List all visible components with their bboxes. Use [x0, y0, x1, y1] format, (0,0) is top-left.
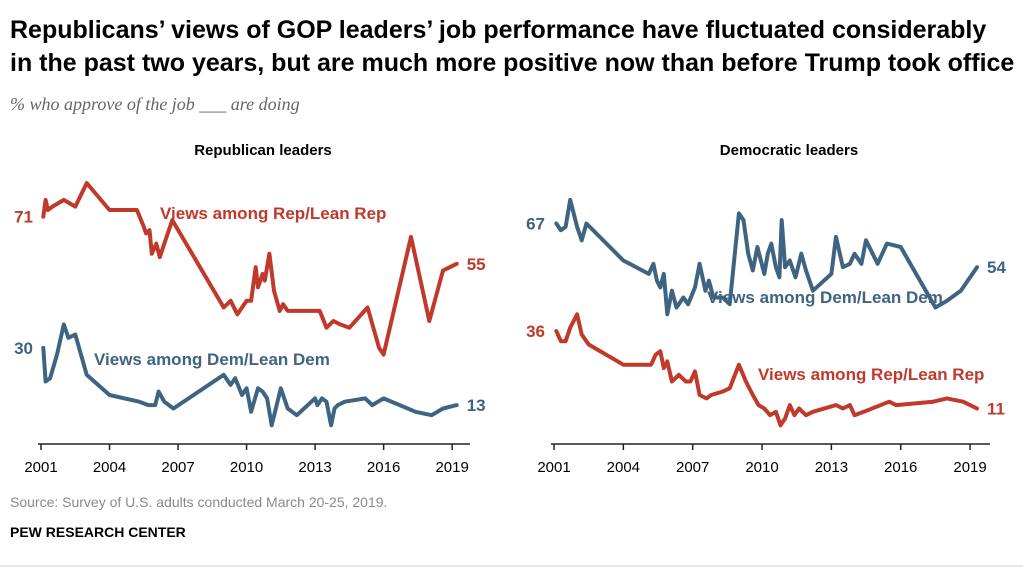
series-line-0-1: [41, 322, 459, 428]
x-tick-label-1-1: 2004: [607, 459, 640, 476]
x-tick-label-1-3: 2010: [745, 459, 778, 476]
x-tick-label-0-6: 2019: [435, 459, 468, 476]
series-end-label-1-0: 54: [987, 258, 1006, 277]
panel-title-1: Democratic leaders: [720, 142, 858, 159]
series-name-label-1-1: Views among Rep/Lean Rep: [758, 365, 984, 384]
x-tick-label-0-4: 2013: [298, 459, 331, 476]
x-tick-label-0-2: 2007: [161, 459, 194, 476]
series-name-label-0-0: Views among Rep/Lean Rep: [160, 204, 386, 223]
series-name-label-0-1: Views among Dem/Lean Dem: [94, 350, 330, 369]
series-line-1-0: [554, 197, 979, 317]
x-tick-label-1-6: 2019: [953, 459, 986, 476]
series-end-label-0-1: 13: [467, 396, 486, 415]
series-line-0-0: [41, 181, 459, 357]
x-tick-label-1-5: 2016: [884, 459, 917, 476]
series-start-label-0-0: 71: [14, 208, 33, 227]
x-tick-label-0-1: 2004: [93, 459, 126, 476]
series-line-1-1: [554, 312, 979, 428]
x-tick-label-0-5: 2016: [367, 459, 400, 476]
x-tick-label-1-2: 2007: [676, 459, 709, 476]
series-start-label-1-0: 67: [526, 214, 545, 233]
series-end-label-1-1: 11: [987, 399, 1005, 418]
series-start-label-1-1: 36: [526, 322, 545, 341]
x-tick-label-0-3: 2010: [230, 459, 263, 476]
chart-title: Republicans’ views of GOP leaders’ job p…: [10, 16, 1015, 77]
series-end-label-0-0: 55: [467, 255, 486, 274]
source-note: Source: Survey of U.S. adults conducted …: [10, 494, 388, 510]
x-tick-label-1-0: 2001: [537, 459, 570, 476]
x-tick-label-1-4: 2013: [815, 459, 848, 476]
x-tick-label-0-0: 2001: [24, 459, 57, 476]
chart-subtitle: % who approve of the job ___ are doing: [10, 94, 300, 114]
series-start-label-0-1: 30: [14, 339, 33, 358]
organization-name: PEW RESEARCH CENTER: [10, 524, 186, 540]
panel-title-0: Republican leaders: [194, 142, 332, 159]
series-name-label-1-0: Views among Dem/Lean Dem: [707, 288, 943, 307]
